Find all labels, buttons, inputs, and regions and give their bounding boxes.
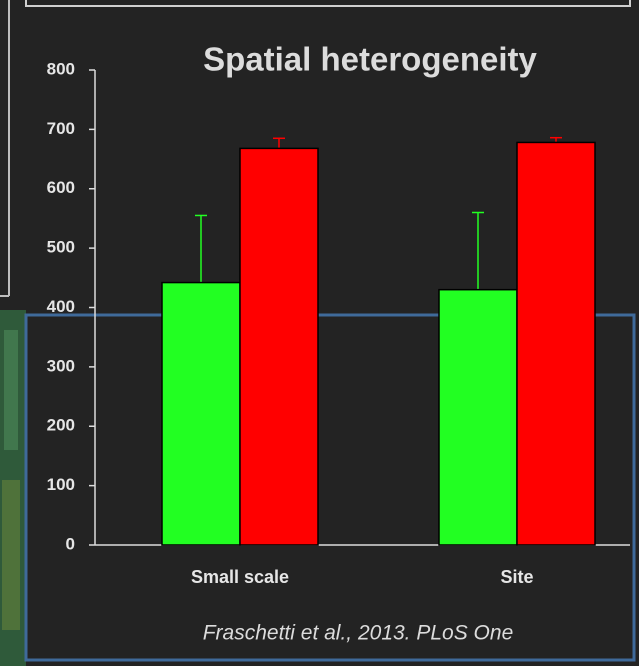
y-tick-label: 100 [47,475,75,494]
frame-blue [24,313,636,662]
y-tick-label: 600 [47,178,75,197]
y-tick-label: 300 [47,356,75,375]
frame-top [25,0,631,7]
y-tick-label: 700 [47,119,75,138]
y-tick-label: 0 [66,534,75,553]
photo-detail [2,480,20,630]
chart-title: Spatial heterogeneity [203,41,537,78]
y-tick-label: 400 [47,297,75,316]
bar [516,141,596,546]
x-tick-label: Site [500,567,533,587]
photo-detail [4,330,18,450]
y-tick-label: 800 [47,59,75,78]
bar [438,288,518,546]
citation: Fraschetti et al., 2013. PLoS One [203,622,514,645]
y-tick-label: 500 [47,238,75,257]
x-tick-label: Small scale [191,567,289,587]
bar [239,147,319,546]
y-tick-label: 200 [47,416,75,435]
bar [161,281,241,546]
